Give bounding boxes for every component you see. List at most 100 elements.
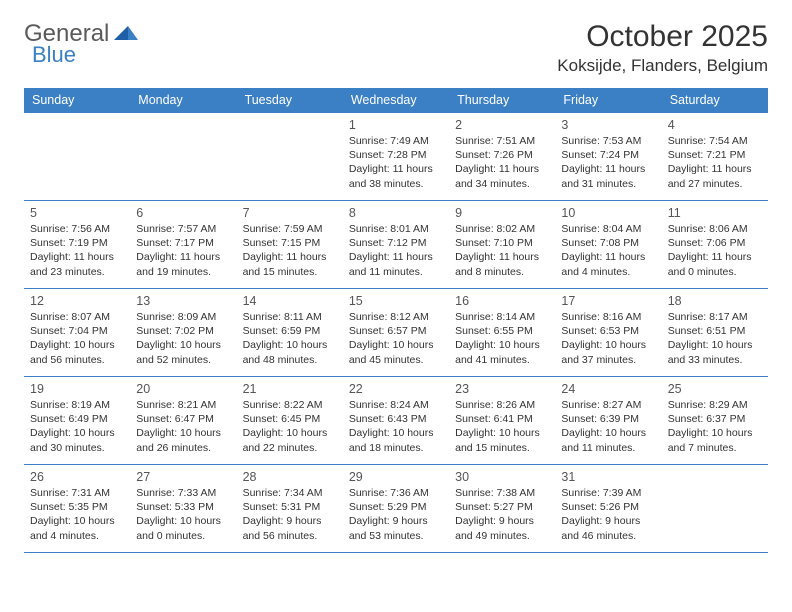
month-title: October 2025	[557, 20, 768, 54]
day-number: 30	[455, 470, 549, 484]
location: Koksijde, Flanders, Belgium	[557, 56, 768, 76]
day-info: Sunrise: 8:02 AMSunset: 7:10 PMDaylight:…	[455, 222, 549, 279]
day-info: Sunrise: 8:06 AMSunset: 7:06 PMDaylight:…	[668, 222, 762, 279]
day-number: 13	[136, 294, 230, 308]
day-info: Sunrise: 8:17 AMSunset: 6:51 PMDaylight:…	[668, 310, 762, 367]
calendar-cell: 27 Sunrise: 7:33 AMSunset: 5:33 PMDayligh…	[130, 465, 236, 553]
day-info: Sunrise: 8:09 AMSunset: 7:02 PMDaylight:…	[136, 310, 230, 367]
calendar-cell: 6 Sunrise: 7:57 AMSunset: 7:17 PMDaylight…	[130, 201, 236, 289]
day-info: Sunrise: 7:36 AMSunset: 5:29 PMDaylight:…	[349, 486, 443, 543]
day-info: Sunrise: 7:34 AMSunset: 5:31 PMDaylight:…	[243, 486, 337, 543]
day-number: 21	[243, 382, 337, 396]
day-number: 31	[561, 470, 655, 484]
day-info: Sunrise: 7:33 AMSunset: 5:33 PMDaylight:…	[136, 486, 230, 543]
calendar-cell	[24, 113, 130, 201]
calendar-cell: 16Sunrise: 8:14 AMSunset: 6:55 PMDayligh…	[449, 289, 555, 377]
day-info: Sunrise: 7:49 AMSunset: 7:28 PMDaylight:…	[349, 134, 443, 191]
day-number: 26	[30, 470, 124, 484]
calendar-cell	[130, 113, 236, 201]
day-info: Sunrise: 8:11 AMSunset: 6:59 PMDaylight:…	[243, 310, 337, 367]
day-info: Sunrise: 7:57 AMSunset: 7:17 PMDaylight:…	[136, 222, 230, 279]
day-info: Sunrise: 7:38 AMSunset: 5:27 PMDaylight:…	[455, 486, 549, 543]
calendar-row: 19Sunrise: 8:19 AMSunset: 6:49 PMDayligh…	[24, 377, 768, 465]
day-info: Sunrise: 8:27 AMSunset: 6:39 PMDaylight:…	[561, 398, 655, 455]
calendar-cell: 31 Sunrise: 7:39 AMSunset: 5:26 PMDayligh…	[555, 465, 661, 553]
day-header: Wednesday	[343, 88, 449, 113]
calendar-cell: 19Sunrise: 8:19 AMSunset: 6:49 PMDayligh…	[24, 377, 130, 465]
calendar-cell: 22Sunrise: 8:24 AMSunset: 6:43 PMDayligh…	[343, 377, 449, 465]
calendar-cell: 15Sunrise: 8:12 AMSunset: 6:57 PMDayligh…	[343, 289, 449, 377]
day-header: Friday	[555, 88, 661, 113]
calendar-cell: 13 Sunrise: 8:09 AMSunset: 7:02 PMDayligh…	[130, 289, 236, 377]
calendar-cell: 20Sunrise: 8:21 AMSunset: 6:47 PMDayligh…	[130, 377, 236, 465]
calendar-body: 1 Sunrise: 7:49 AMSunset: 7:28 PMDaylight…	[24, 113, 768, 553]
day-info: Sunrise: 8:01 AMSunset: 7:12 PMDaylight:…	[349, 222, 443, 279]
day-number: 24	[561, 382, 655, 396]
day-info: Sunrise: 8:29 AMSunset: 6:37 PMDaylight:…	[668, 398, 762, 455]
calendar-cell: 2Sunrise: 7:51 AMSunset: 7:26 PMDaylight…	[449, 113, 555, 201]
day-number: 8	[349, 206, 443, 220]
day-info: Sunrise: 8:24 AMSunset: 6:43 PMDaylight:…	[349, 398, 443, 455]
calendar-cell: 7 Sunrise: 7:59 AMSunset: 7:15 PMDaylight…	[237, 201, 343, 289]
calendar-cell: 23Sunrise: 8:26 AMSunset: 6:41 PMDayligh…	[449, 377, 555, 465]
day-info: Sunrise: 8:16 AMSunset: 6:53 PMDaylight:…	[561, 310, 655, 367]
day-number: 10	[561, 206, 655, 220]
calendar-cell: 28 Sunrise: 7:34 AMSunset: 5:31 PMDayligh…	[237, 465, 343, 553]
day-info: Sunrise: 8:07 AMSunset: 7:04 PMDaylight:…	[30, 310, 124, 367]
triangle-icon	[114, 23, 140, 46]
day-info: Sunrise: 7:39 AMSunset: 5:26 PMDaylight:…	[561, 486, 655, 543]
day-number: 9	[455, 206, 549, 220]
day-number: 17	[561, 294, 655, 308]
day-number: 19	[30, 382, 124, 396]
calendar-cell: 18 Sunrise: 8:17 AMSunset: 6:51 PMDayligh…	[662, 289, 768, 377]
day-info: Sunrise: 7:56 AMSunset: 7:19 PMDaylight:…	[30, 222, 124, 279]
day-info: Sunrise: 7:54 AMSunset: 7:21 PMDaylight:…	[668, 134, 762, 191]
day-header: Saturday	[662, 88, 768, 113]
day-number: 29	[349, 470, 443, 484]
day-info: Sunrise: 8:12 AMSunset: 6:57 PMDaylight:…	[349, 310, 443, 367]
calendar-cell: 25 Sunrise: 8:29 AMSunset: 6:37 PMDayligh…	[662, 377, 768, 465]
calendar-cell: 12Sunrise: 8:07 AMSunset: 7:04 PMDayligh…	[24, 289, 130, 377]
calendar-cell: 11 Sunrise: 8:06 AMSunset: 7:06 PMDayligh…	[662, 201, 768, 289]
calendar-cell: 9 Sunrise: 8:02 AMSunset: 7:10 PMDaylight…	[449, 201, 555, 289]
day-header: Sunday	[24, 88, 130, 113]
day-info: Sunrise: 8:26 AMSunset: 6:41 PMDaylight:…	[455, 398, 549, 455]
day-number: 14	[243, 294, 337, 308]
calendar-cell	[237, 113, 343, 201]
day-number: 11	[668, 206, 762, 220]
calendar-cell: 14 Sunrise: 8:11 AMSunset: 6:59 PMDayligh…	[237, 289, 343, 377]
calendar-cell: 8 Sunrise: 8:01 AMSunset: 7:12 PMDaylight…	[343, 201, 449, 289]
day-number: 27	[136, 470, 230, 484]
calendar-table: Sunday Monday Tuesday Wednesday Thursday…	[24, 88, 768, 553]
header: General Blue October 2025 Koksijde, Flan…	[24, 20, 768, 76]
calendar-cell: 30 Sunrise: 7:38 AMSunset: 5:27 PMDayligh…	[449, 465, 555, 553]
day-info: Sunrise: 8:14 AMSunset: 6:55 PMDaylight:…	[455, 310, 549, 367]
calendar-cell: 4Sunrise: 7:54 AMSunset: 7:21 PMDaylight…	[662, 113, 768, 201]
day-info: Sunrise: 7:31 AMSunset: 5:35 PMDaylight:…	[30, 486, 124, 543]
day-number: 25	[668, 382, 762, 396]
calendar-cell: 24 Sunrise: 8:27 AMSunset: 6:39 PMDayligh…	[555, 377, 661, 465]
day-header-row: Sunday Monday Tuesday Wednesday Thursday…	[24, 88, 768, 113]
calendar-row: 26 Sunrise: 7:31 AMSunset: 5:35 PMDayligh…	[24, 465, 768, 553]
calendar-cell: 29 Sunrise: 7:36 AMSunset: 5:29 PMDayligh…	[343, 465, 449, 553]
calendar-cell: 3 Sunrise: 7:53 AMSunset: 7:24 PMDaylight…	[555, 113, 661, 201]
calendar-cell: 26 Sunrise: 7:31 AMSunset: 5:35 PMDayligh…	[24, 465, 130, 553]
calendar-cell: 10Sunrise: 8:04 AMSunset: 7:08 PMDayligh…	[555, 201, 661, 289]
day-number: 2	[455, 118, 549, 132]
day-number: 18	[668, 294, 762, 308]
calendar-cell: 5 Sunrise: 7:56 AMSunset: 7:19 PMDaylight…	[24, 201, 130, 289]
day-number: 6	[136, 206, 230, 220]
day-number: 28	[243, 470, 337, 484]
day-number: 5	[30, 206, 124, 220]
day-info: Sunrise: 7:53 AMSunset: 7:24 PMDaylight:…	[561, 134, 655, 191]
day-header: Tuesday	[237, 88, 343, 113]
day-number: 7	[243, 206, 337, 220]
logo: General Blue	[24, 20, 140, 68]
day-header: Thursday	[449, 88, 555, 113]
day-number: 1	[349, 118, 443, 132]
day-number: 3	[561, 118, 655, 132]
calendar-row: 12Sunrise: 8:07 AMSunset: 7:04 PMDayligh…	[24, 289, 768, 377]
day-info: Sunrise: 7:59 AMSunset: 7:15 PMDaylight:…	[243, 222, 337, 279]
day-info: Sunrise: 8:21 AMSunset: 6:47 PMDaylight:…	[136, 398, 230, 455]
calendar-cell: 17 Sunrise: 8:16 AMSunset: 6:53 PMDayligh…	[555, 289, 661, 377]
